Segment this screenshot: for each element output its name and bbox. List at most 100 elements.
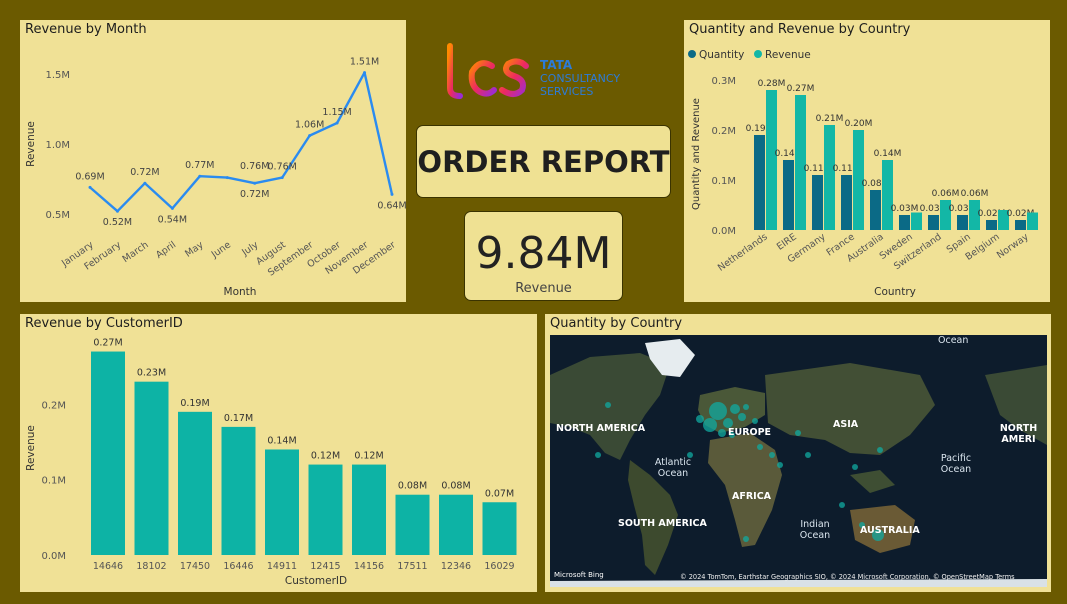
- line-point: [280, 176, 284, 180]
- y-tick-label: 0.1M: [711, 176, 736, 187]
- revenue-by-month-title: Revenue by Month: [25, 22, 147, 37]
- line-point: [88, 185, 92, 189]
- revenue-kpi-label: Revenue: [515, 281, 572, 296]
- data-label: 0.27M: [93, 338, 122, 349]
- data-label: 0.14M: [267, 436, 296, 447]
- x-tick-label: 17450: [180, 561, 210, 572]
- data-label: 0.12M: [311, 451, 340, 462]
- bar-quantity: [812, 175, 823, 230]
- legend-marker: [688, 50, 696, 58]
- bar-revenue: [969, 200, 980, 230]
- bar-quantity: [928, 215, 939, 230]
- x-tick-label: March: [121, 239, 151, 265]
- line-point: [225, 176, 229, 180]
- data-label: 1.15M: [322, 107, 351, 118]
- map-label-south-america: SOUTH AMERICA: [618, 518, 707, 529]
- data-label: 0.03M: [891, 204, 919, 214]
- bar-revenue: [91, 351, 125, 555]
- map-attribution[interactable]: © 2024 TomTom, Earthstar Geographics SIO…: [680, 573, 1015, 581]
- data-label: 0.12M: [354, 451, 383, 462]
- quantity-by-country-title: Quantity by Country: [550, 316, 683, 331]
- line-point: [170, 206, 174, 210]
- bar-revenue: [221, 426, 256, 555]
- data-label: 0.52M: [103, 217, 132, 228]
- y-tick-label: 0.2M: [711, 126, 736, 137]
- bar-revenue: [882, 160, 893, 230]
- quantity-revenue-country-chart[interactable]: Quantity Revenue0.0M0.1M0.2M0.3MQuantity …: [684, 20, 1050, 302]
- data-label: 0.11M: [804, 164, 832, 174]
- bar-quantity: [899, 215, 910, 230]
- x-tick-label: 16446: [223, 561, 253, 572]
- data-label: 0.06M: [932, 189, 960, 199]
- legend-label: Revenue: [765, 49, 811, 61]
- map-label-north-america: NORTH AMERICA: [556, 423, 646, 434]
- bar-revenue: [308, 464, 343, 555]
- data-label: 0.14M: [874, 149, 902, 159]
- x-tick-label: 18102: [136, 561, 166, 572]
- bar-revenue: [911, 212, 922, 230]
- bar-quantity: [957, 215, 968, 230]
- x-tick-label: 12415: [310, 561, 340, 572]
- revenue-by-customer-panel: Revenue by CustomerID 0.0M 0.1M 0.2M Revenu…: [20, 314, 537, 592]
- data-label: 0.72M: [240, 189, 269, 200]
- bar-revenue: [766, 90, 777, 230]
- x-tick-label: 14156: [354, 561, 384, 572]
- data-label: 0.19M: [746, 124, 774, 134]
- bar-revenue: [1027, 212, 1038, 230]
- y-tick-label: 0.0M: [41, 551, 66, 562]
- y-tick-label: 1.0M: [45, 140, 70, 151]
- data-label: 0.27M: [787, 84, 815, 94]
- data-label: 0.21M: [816, 114, 844, 124]
- map-label-australia: AUSTRALIA: [860, 525, 920, 536]
- revenue-by-month-chart[interactable]: 0.5M1.0M1.5MRevenueMonth0.69MJanuary0.52…: [20, 20, 407, 302]
- y-tick-label: 1.5M: [45, 70, 70, 81]
- map-label-north-america-2: NORTH AMERI: [999, 423, 1038, 445]
- revenue-by-month-panel: Revenue by Month 0.5M 1.0M 1.5M Revenue Mont…: [20, 20, 407, 302]
- revenue-kpi-card[interactable]: 9.84M Revenue: [464, 211, 623, 301]
- data-label: 0.76M: [240, 161, 269, 172]
- x-tick-label: April: [154, 239, 178, 260]
- data-label: 0.03M: [949, 204, 977, 214]
- map-label-ocean: Ocean: [938, 335, 969, 346]
- bar-revenue: [395, 494, 430, 555]
- data-label: 0.77M: [185, 160, 214, 171]
- map-label-africa: AFRICA: [732, 491, 772, 502]
- order-report-title: ORDER REPORT: [416, 125, 671, 198]
- map-label-atlantic: Atlantic Ocean: [654, 457, 692, 479]
- line-point: [308, 134, 312, 138]
- line-point: [335, 121, 339, 125]
- world-map[interactable]: NORTH AMERICA EUROPE ASIA AFRICA SOUTH A…: [550, 335, 1047, 587]
- data-label: 1.51M: [350, 57, 379, 68]
- x-axis-title: Country: [874, 286, 916, 298]
- map-label-europe: EUROPE: [728, 427, 772, 438]
- y-tick-label: 0.2M: [41, 400, 66, 411]
- y-axis-title: Revenue: [25, 425, 37, 471]
- y-axis-title: Revenue: [25, 121, 37, 167]
- x-tick-label: Netherlands: [716, 231, 770, 273]
- bar-revenue: [352, 464, 386, 555]
- legend-label: Quantity: [699, 49, 744, 61]
- data-label: 0.64M: [377, 200, 406, 211]
- x-tick-label: 16029: [484, 561, 514, 572]
- bar-quantity: [783, 160, 794, 230]
- revenue-by-customer-chart[interactable]: 0.0M 0.1M 0.2M Revenue CustomerID 0.27M 14646 0…: [20, 314, 537, 592]
- line-point: [143, 181, 147, 185]
- bing-logo: Microsoft Bing: [554, 571, 604, 579]
- data-label: 0.08M: [441, 481, 470, 492]
- map-label-pacific: Pacific Ocean: [940, 453, 972, 475]
- revenue-by-customer-title: Revenue by CustomerID: [25, 316, 183, 331]
- quantity-revenue-country-title: Quantity and Revenue by Country: [689, 22, 911, 37]
- bar-quantity: [841, 175, 852, 230]
- data-label: 1.06M: [295, 120, 324, 131]
- x-tick-label: Norway: [995, 231, 1031, 261]
- data-label: 0.54M: [158, 214, 187, 225]
- map-label-asia: ASIA: [833, 419, 859, 430]
- bar-revenue: [178, 411, 212, 555]
- data-label: 0.02M: [1007, 209, 1035, 219]
- bar-revenue: [265, 449, 299, 555]
- data-label: 0.08M: [862, 179, 890, 189]
- x-tick-label: June: [209, 239, 233, 261]
- revenue-kpi-value: 9.84M: [475, 228, 612, 279]
- line-point: [363, 71, 367, 75]
- bar-quantity: [1015, 220, 1026, 230]
